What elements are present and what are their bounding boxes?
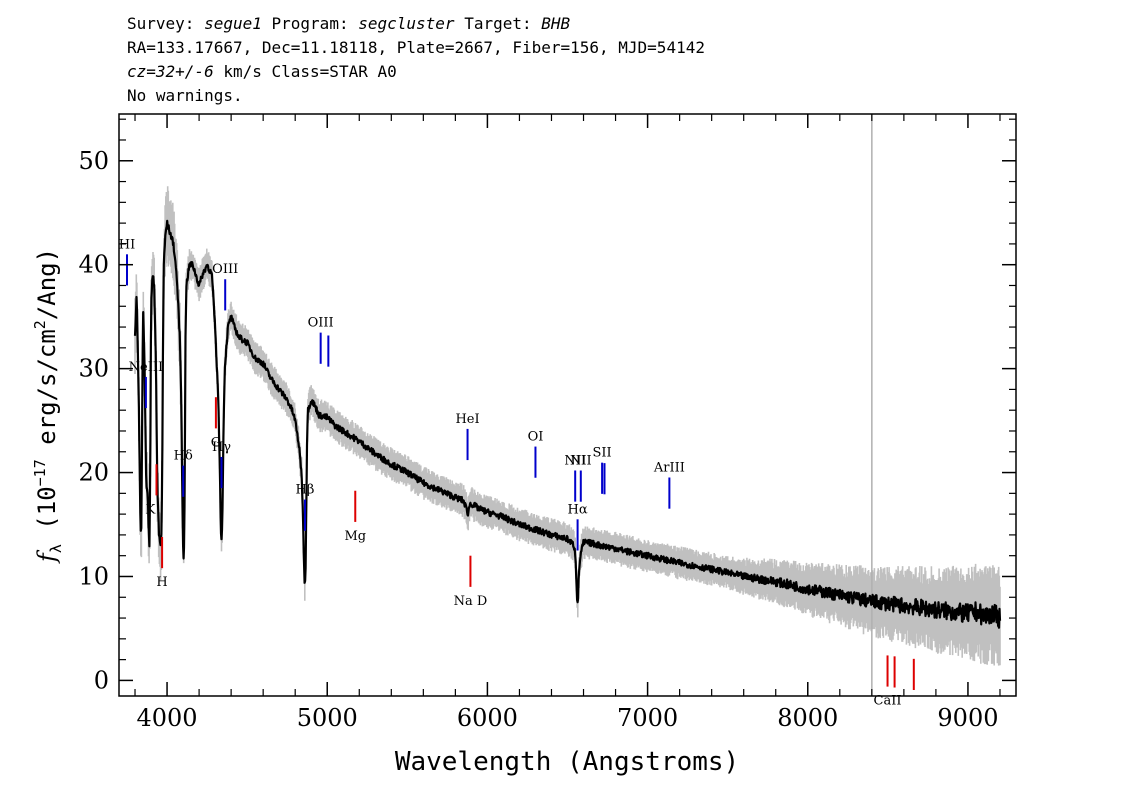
absorption-label: H (156, 575, 167, 590)
survey-label: Survey: (127, 14, 195, 33)
absorption-label: CaII (874, 694, 902, 709)
emission-label: NII (564, 453, 586, 468)
emission-label: NII (570, 454, 592, 469)
header-line-3: cz=32+/-6 km/s Class=STAR A0 (127, 60, 705, 84)
emission-label: NeIII (129, 360, 163, 375)
program-label: Program: (271, 14, 349, 33)
header-line-2: RA=133.17667, Dec=11.18118, Plate=2667, … (127, 38, 705, 57)
y-tick-label: 50 (78, 147, 109, 175)
x-tick-label: 5000 (297, 704, 358, 732)
x-tick-label: 7000 (617, 704, 678, 732)
y-tick-label: 20 (78, 459, 109, 487)
header-line-4: No warnings. (127, 86, 243, 105)
spectrum-line (133, 219, 1002, 629)
y-tick-label: 10 (78, 562, 109, 590)
x-axis-label: Wavelength (Angstroms) (395, 747, 739, 777)
emission-label: Hβ (296, 483, 315, 498)
absorption-label: K (146, 502, 156, 517)
y-tick-label: 40 (78, 251, 109, 279)
emission-label: ArIII (653, 461, 685, 476)
spectrum-header: Survey: segue1 Program: segcluster Targe… (127, 12, 705, 108)
x-tick-label: 6000 (457, 704, 518, 732)
y-axis-label: fλ (10−17 erg/s/cm2/Ang) (31, 248, 65, 564)
emission-label: OIII (308, 316, 334, 331)
emission-label: OIII (212, 262, 238, 277)
cz-value: cz=32+/-6 (127, 62, 214, 81)
plot-area: HINeIIIHδHγOIIIHβOIIIHeIOINIIHαNIISIIArI… (119, 114, 1002, 709)
x-tick-label: 4000 (137, 704, 198, 732)
header-line-1: Survey: segue1 Program: segcluster Targe… (127, 12, 705, 36)
emission-label: HI (119, 237, 135, 252)
absorption-label: Mg (344, 529, 366, 544)
survey-value: segue1 (204, 14, 262, 33)
x-tick-label: 9000 (937, 704, 998, 732)
emission-label: OI (528, 430, 544, 445)
plot-frame (118, 113, 1017, 697)
class-text: km/s Class=STAR A0 (223, 62, 397, 81)
x-tick-label: 8000 (777, 704, 838, 732)
noise-band (134, 186, 1001, 666)
program-value: segcluster (358, 14, 455, 33)
emission-label: Hα (568, 502, 588, 517)
axis-ticks: 4000 5000 6000 7000 8000 9000 0 10 20 30 40 50 (78, 114, 1016, 732)
y-tick-label: 30 (78, 355, 109, 383)
target-label: Target: (464, 14, 532, 33)
emission-label: SII (593, 446, 612, 461)
emission-label: HeI (455, 412, 479, 427)
target-value: BHB (541, 14, 571, 33)
emission-label: Hδ (174, 449, 193, 464)
emission-label: Hγ (212, 440, 231, 455)
y-tick-label: 0 (94, 666, 109, 694)
absorption-label: Na D (454, 594, 488, 609)
absorption-label: G (211, 435, 221, 450)
